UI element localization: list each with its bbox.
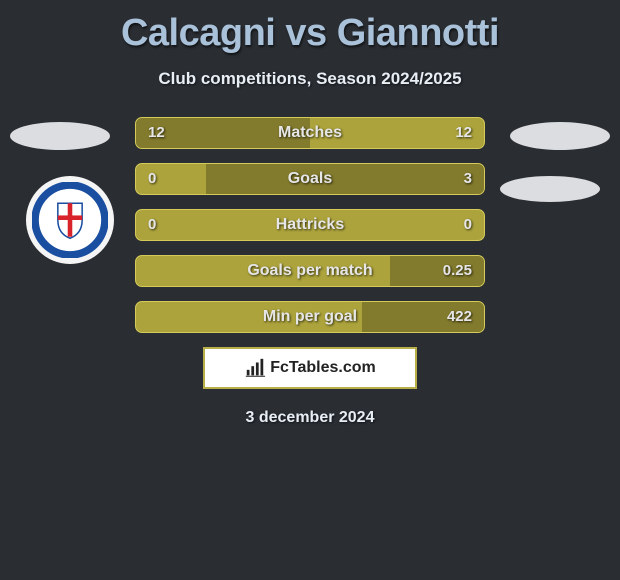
stat-label: Min per goal bbox=[136, 302, 484, 332]
bar-chart-icon bbox=[244, 357, 266, 379]
stat-label: Goals per match bbox=[136, 256, 484, 286]
stat-row: Goals per match0.25 bbox=[135, 255, 485, 287]
stat-row: Min per goal422 bbox=[135, 301, 485, 333]
brand-label: FcTables.com bbox=[270, 359, 376, 377]
club-badge-icon: NOVARA CALCIO bbox=[32, 182, 108, 258]
stat-value-right: 0.25 bbox=[443, 256, 472, 286]
right-top-ellipse bbox=[510, 122, 610, 150]
stat-row: 12Matches12 bbox=[135, 117, 485, 149]
stat-row: 0Hattricks0 bbox=[135, 209, 485, 241]
right-bottom-ellipse bbox=[500, 176, 600, 202]
stat-value-right: 12 bbox=[455, 118, 472, 148]
page-title: Calcagni vs Giannotti bbox=[0, 0, 620, 55]
stat-value-right: 3 bbox=[464, 164, 472, 194]
footer-date: 3 december 2024 bbox=[0, 409, 620, 427]
brand-box: FcTables.com bbox=[203, 347, 417, 389]
stat-label: Matches bbox=[136, 118, 484, 148]
stat-label: Hattricks bbox=[136, 210, 484, 240]
left-top-ellipse bbox=[10, 122, 110, 150]
stat-row: 0Goals3 bbox=[135, 163, 485, 195]
club-badge: NOVARA CALCIO bbox=[26, 176, 114, 264]
stat-value-right: 422 bbox=[447, 302, 472, 332]
stat-label: Goals bbox=[136, 164, 484, 194]
stat-value-right: 0 bbox=[464, 210, 472, 240]
page-subtitle: Club competitions, Season 2024/2025 bbox=[0, 69, 620, 89]
